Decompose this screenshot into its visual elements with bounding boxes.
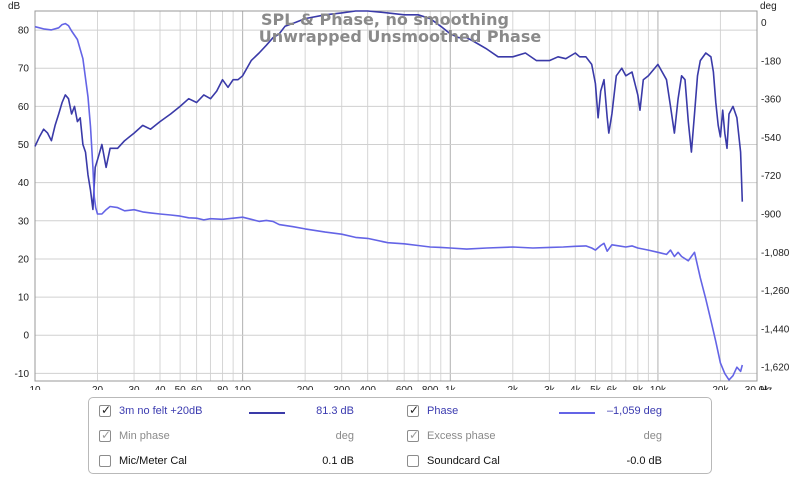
- y-right-tick-label: -1,440: [761, 324, 790, 335]
- x-tick-label: 60: [191, 385, 203, 390]
- x-tick-label: 400: [359, 385, 376, 390]
- legend-checkbox-spl[interactable]: ✓: [99, 403, 112, 417]
- legend-swatch-spl: [249, 412, 285, 414]
- checkmark-icon: ✓: [101, 403, 112, 417]
- legend-checkbox-min-phase[interactable]: ✓: [99, 428, 112, 442]
- y-right-tick-label: -360: [761, 95, 781, 106]
- legend-row-1: ✓ 3m no felt +20dB 81.3 dB ✓ Phase –1,05…: [89, 403, 711, 424]
- tick-labels: 102030405060801002003004006008001k2k3k4k…: [15, 18, 790, 390]
- grid-lines: [34, 11, 758, 381]
- y-left-tick-label: 80: [18, 26, 30, 37]
- x-tick-label: 80: [217, 385, 229, 390]
- x-tick-label: 2k: [508, 385, 520, 390]
- x-tick-label: 200: [297, 385, 314, 390]
- chart-subtitle: Unwrapped Unsmoothed Phase: [259, 27, 542, 46]
- y-left-tick-label: 0: [23, 331, 29, 342]
- x-tick-label: 6k: [607, 385, 619, 390]
- legend-value-mic-cal: 0.1 dB: [322, 455, 354, 467]
- legend-value-excess-phase: deg: [643, 430, 662, 442]
- y-left-tick-label: -10: [15, 369, 30, 380]
- y-right-tick-label: -1,260: [761, 286, 790, 297]
- checkmark-icon: ✓: [101, 428, 112, 442]
- x-tick-label: 30: [129, 385, 141, 390]
- legend-panel: ✓ 3m no felt +20dB 81.3 dB ✓ Phase –1,05…: [88, 397, 712, 474]
- y-left-tick-label: 20: [18, 254, 30, 265]
- legend-label-phase: Phase: [427, 405, 459, 417]
- spl-series-line: [34, 10, 744, 211]
- y-right-tick-label: -540: [761, 133, 781, 144]
- phase-series-line: [34, 22, 744, 381]
- spl-phase-chart: 102030405060801002003004006008001k2k3k4k…: [8, 1, 790, 390]
- y-right-tick-label: -1,620: [761, 363, 790, 374]
- y-left-tick-label: 40: [18, 178, 30, 189]
- legend-swatch-phase: [559, 412, 595, 414]
- legend-value-min-phase: deg: [335, 430, 354, 442]
- y-right-tick-label: -1,080: [761, 248, 790, 259]
- legend-checkbox-mic-cal[interactable]: [99, 455, 111, 467]
- series-layer: [34, 10, 744, 381]
- y-right-tick-label: -180: [761, 56, 781, 67]
- legend-label-excess-phase: Excess phase: [427, 430, 496, 442]
- plot-area: [35, 11, 757, 381]
- x-tick-label: 300: [333, 385, 350, 390]
- x-tick-label: 10: [29, 385, 41, 390]
- x-tick-label: 4k: [570, 385, 582, 390]
- y-left-tick-label: 30: [18, 216, 30, 227]
- x-tick-label: 3k: [544, 385, 556, 390]
- x-tick-label: 8k: [633, 385, 645, 390]
- legend-row-2: ✓ Min phase deg ✓ Excess phase deg: [89, 428, 711, 449]
- plot-border: [34, 10, 758, 382]
- legend-label-soundcard-cal: Soundcard Cal: [427, 455, 500, 467]
- legend-row-3: Mic/Meter Cal 0.1 dB Soundcard Cal -0.0 …: [89, 454, 711, 474]
- checkmark-icon: ✓: [409, 403, 420, 417]
- x-tick-label: 100: [234, 385, 251, 390]
- y-left-unit: dB: [8, 1, 21, 12]
- x-unit: Hz: [760, 385, 772, 390]
- x-tick-label: 1k: [445, 385, 457, 390]
- y-right-unit: deg: [760, 1, 777, 12]
- legend-value-soundcard-cal: -0.0 dB: [626, 455, 662, 467]
- y-left-tick-label: 10: [18, 293, 30, 304]
- x-tick-label: 600: [396, 385, 413, 390]
- y-left-tick-label: 50: [18, 140, 30, 151]
- x-tick-label: 20: [92, 385, 104, 390]
- x-tick-label: 800: [422, 385, 439, 390]
- x-tick-label: 10k: [650, 385, 667, 390]
- x-tick-label: 20k: [712, 385, 729, 390]
- x-tick-label: 30.0k: [745, 385, 770, 390]
- legend-value-phase: –1,059 deg: [606, 405, 662, 417]
- x-tick-label: 50: [175, 385, 187, 390]
- legend-checkbox-soundcard-cal[interactable]: [407, 455, 419, 467]
- legend-label-mic-cal: Mic/Meter Cal: [119, 455, 187, 467]
- legend-label-spl: 3m no felt +20dB: [119, 405, 203, 417]
- x-tick-label: 5k: [590, 385, 602, 390]
- legend-checkbox-phase[interactable]: ✓: [407, 403, 420, 417]
- y-right-tick-label: -900: [761, 209, 781, 220]
- y-left-tick-label: 60: [18, 102, 30, 113]
- legend-checkbox-excess-phase[interactable]: ✓: [407, 428, 420, 442]
- y-right-tick-label: 0: [761, 18, 767, 29]
- y-left-tick-label: 70: [18, 64, 30, 75]
- legend-label-min-phase: Min phase: [119, 430, 170, 442]
- checkmark-icon: ✓: [409, 428, 420, 442]
- legend-value-spl: 81.3 dB: [316, 405, 354, 417]
- chart-title: SPL & Phase, no smoothing: [261, 10, 509, 29]
- x-tick-label: 40: [154, 385, 166, 390]
- y-right-tick-label: -720: [761, 171, 781, 182]
